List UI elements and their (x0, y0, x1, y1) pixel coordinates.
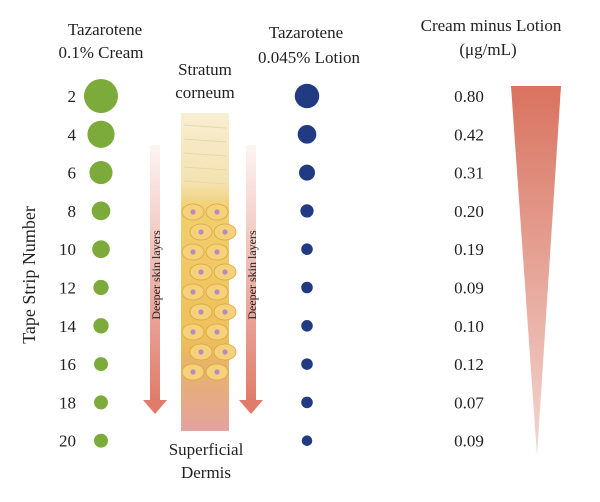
dermis-label-line2: Dermis (181, 463, 231, 482)
cream-point-16 (94, 357, 108, 372)
difference-label-14: 0.10 (454, 317, 484, 336)
lotion-point-18 (301, 396, 313, 409)
difference-gradient-triangle (511, 86, 561, 456)
y-axis-label: Tape Strip Number (19, 206, 39, 344)
difference-label-6: 0.31 (454, 164, 484, 183)
lotion-header-line2: 0.045% Lotion (258, 48, 360, 67)
tick-label-18: 18 (59, 393, 76, 412)
tick-label-4: 4 (68, 125, 77, 144)
cream-point-8 (91, 201, 111, 221)
skin-layers-illustration (181, 113, 237, 431)
lotion-point-12 (301, 281, 313, 294)
difference-label-20: 0.09 (454, 432, 484, 451)
difference-label-18: 0.07 (454, 393, 484, 412)
difference-header-line2: (μg/mL) (459, 40, 516, 59)
dermis-label-line1: Superficial (169, 440, 244, 459)
lotion-header-line1: Tazarotene (269, 23, 343, 42)
difference-label-16: 0.12 (454, 355, 484, 374)
cream-point-18 (94, 395, 108, 410)
lotion-point-4 (297, 124, 317, 144)
difference-label-8: 0.20 (454, 202, 484, 221)
lotion-point-2 (294, 83, 320, 109)
cream-point-20 (94, 433, 108, 448)
cream-header-line2: 0.1% Cream (59, 43, 144, 62)
stratum-label-line1: Stratum (178, 60, 232, 79)
difference-label-10: 0.19 (454, 240, 484, 259)
tick-label-2: 2 (68, 87, 77, 106)
cream-point-14 (93, 318, 109, 334)
difference-header-line1: Cream minus Lotion (421, 16, 562, 35)
cream-point-4 (87, 120, 115, 148)
lotion-point-8 (300, 204, 314, 218)
tick-label-16: 16 (59, 355, 76, 374)
cream-header-line1: Tazarotene (68, 20, 142, 39)
cream-point-6 (89, 161, 113, 185)
tick-label-8: 8 (68, 202, 77, 221)
lotion-point-14 (301, 320, 313, 332)
lotion-point-20 (301, 435, 313, 446)
deeper-arrow-left-label: Deeper skin layers (149, 230, 163, 320)
deeper-arrow-right-label: Deeper skin layers (245, 230, 259, 320)
tick-label-12: 12 (59, 279, 76, 298)
tick-label-14: 14 (59, 317, 77, 336)
lotion-point-16 (301, 358, 313, 370)
cream-point-10 (92, 240, 110, 259)
difference-label-4: 0.42 (454, 125, 484, 144)
cream-point-2 (84, 79, 118, 113)
deeper-arrow-left: Deeper skin layers (143, 145, 167, 414)
tick-label-20: 20 (59, 432, 76, 451)
difference-label-12: 0.09 (454, 279, 484, 298)
lotion-point-10 (301, 243, 313, 255)
lotion-point-6 (299, 164, 315, 181)
tick-label-10: 10 (59, 240, 76, 259)
difference-label-2: 0.80 (454, 87, 484, 106)
deeper-arrow-right: Deeper skin layers (239, 145, 263, 414)
tick-label-6: 6 (68, 164, 77, 183)
stratum-label-line2: corneum (175, 83, 234, 102)
cream-point-12 (93, 279, 109, 296)
